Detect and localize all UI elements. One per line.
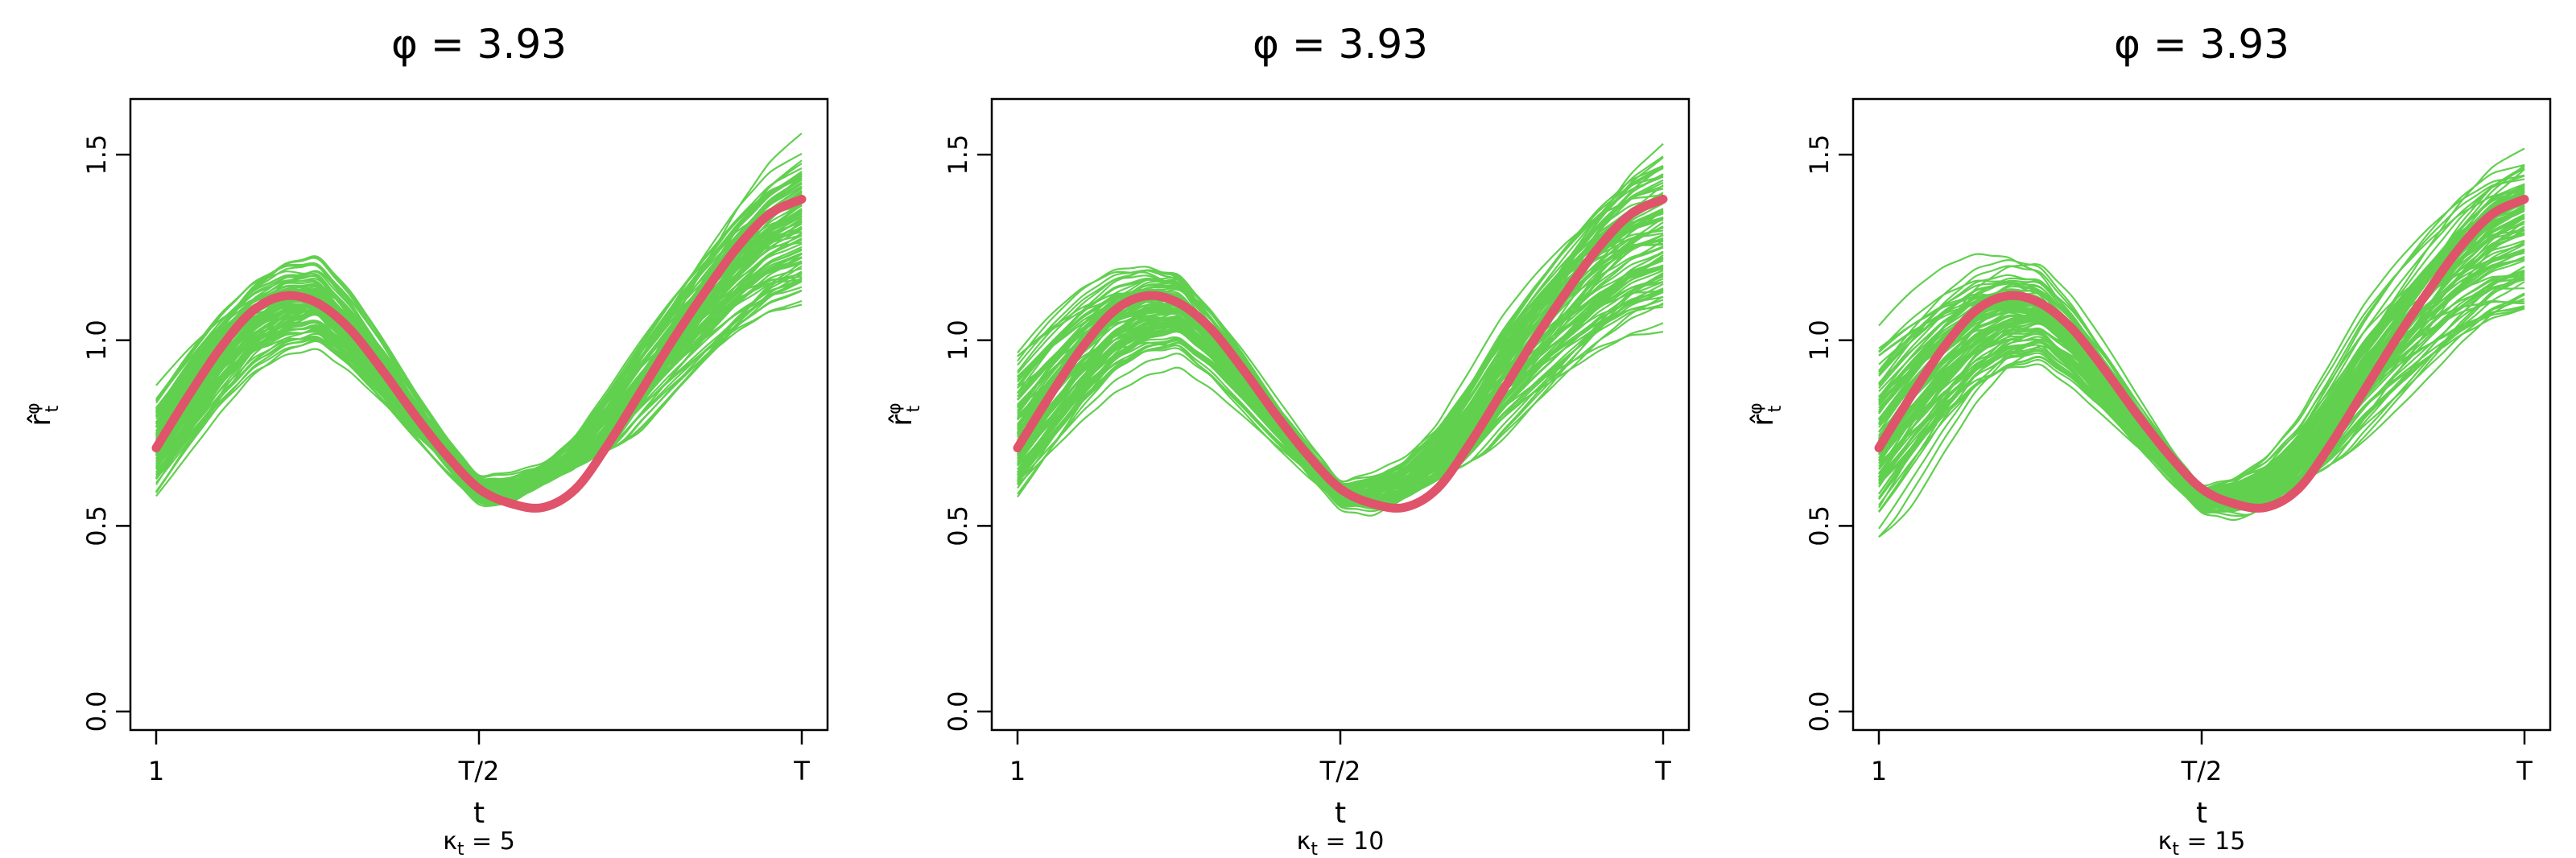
y-tick-label: 0.5 bbox=[81, 505, 112, 547]
simulation-curves bbox=[155, 132, 803, 507]
simulation-curve bbox=[1017, 208, 1664, 498]
x-axis: 1 T/2 T bbox=[1871, 730, 2533, 786]
x-tick-label: T/2 bbox=[1319, 756, 1361, 786]
simulation-curve bbox=[155, 217, 803, 506]
x-tick-label: 1 bbox=[1871, 756, 1887, 786]
x-axis-title: t bbox=[2196, 797, 2207, 830]
panel-3: 0.0 0.5 1.0 1.5 1 T/2 Tφ = 3.93 tκt = 15 r̂φt bbox=[1746, 21, 2552, 858]
x-axis-title: t bbox=[473, 797, 485, 830]
panel-title: φ = 3.93 bbox=[1253, 21, 1428, 68]
y-tick-label: 1.0 bbox=[81, 320, 112, 361]
y-tick-label: 0.0 bbox=[943, 691, 973, 732]
y-axis-title: r̂φt bbox=[23, 402, 63, 426]
kappa-label: κt = 5 bbox=[443, 827, 515, 858]
y-tick-label: 1.5 bbox=[943, 134, 973, 175]
truth-curve bbox=[1874, 195, 2529, 513]
x-tick-label: T/2 bbox=[2181, 756, 2223, 786]
x-tick-label: T bbox=[1654, 756, 1671, 786]
y-tick-label: 0.0 bbox=[81, 691, 112, 732]
kappa-label: κt = 15 bbox=[2158, 827, 2246, 858]
x-tick-label: T bbox=[793, 756, 810, 786]
y-tick-label: 1.0 bbox=[943, 320, 973, 361]
y-axis: 0.0 0.5 1.0 1.5 bbox=[81, 134, 130, 732]
x-axis: 1 T/2 T bbox=[1009, 730, 1671, 786]
simulation-curves bbox=[1017, 142, 1664, 517]
simulation-curve bbox=[1017, 269, 1664, 507]
plot-frame bbox=[129, 97, 829, 732]
simulation-curve bbox=[1878, 164, 2525, 500]
y-tick-label: 1.5 bbox=[81, 134, 112, 175]
x-tick-label: T/2 bbox=[458, 756, 500, 786]
y-tick-label: 0.5 bbox=[943, 505, 973, 547]
truth-curve bbox=[151, 195, 807, 513]
y-tick-label: 1.5 bbox=[1804, 134, 1835, 175]
y-axis-title: r̂φt bbox=[885, 402, 924, 426]
x-tick-label: 1 bbox=[1009, 756, 1026, 786]
y-axis: 0.0 0.5 1.0 1.5 bbox=[943, 134, 992, 732]
x-tick-label: 1 bbox=[148, 756, 164, 786]
x-axis-title: t bbox=[1335, 797, 1346, 830]
panel-title: φ = 3.93 bbox=[391, 21, 567, 68]
y-tick-label: 1.0 bbox=[1804, 320, 1835, 361]
y-axis: 0.0 0.5 1.0 1.5 bbox=[1804, 134, 1853, 732]
x-axis: 1 T/2 T bbox=[148, 730, 810, 786]
y-tick-label: 0.5 bbox=[1804, 505, 1835, 547]
y-tick-label: 0.0 bbox=[1804, 691, 1835, 732]
plot-frame bbox=[990, 97, 1690, 732]
simulation-curves bbox=[1878, 147, 2525, 538]
plot-frame bbox=[1852, 97, 2552, 732]
truth-curve bbox=[1013, 195, 1668, 513]
panel-1: 0.0 0.5 1.0 1.5 1 T/2 Tφ = 3.93 tκt = 5 r̂φt bbox=[23, 21, 829, 858]
panel-2: 0.0 0.5 1.0 1.5 1 T/2 Tφ = 3.93 tκt = 10 r̂φt bbox=[885, 21, 1690, 858]
simulation-curve bbox=[1878, 269, 2525, 509]
panel-title: φ = 3.93 bbox=[2114, 21, 2289, 68]
simulation-curve bbox=[1017, 233, 1664, 508]
kappa-label: κt = 10 bbox=[1297, 827, 1385, 858]
y-axis-title: r̂φt bbox=[1746, 402, 1785, 426]
x-tick-label: T bbox=[2516, 756, 2533, 786]
